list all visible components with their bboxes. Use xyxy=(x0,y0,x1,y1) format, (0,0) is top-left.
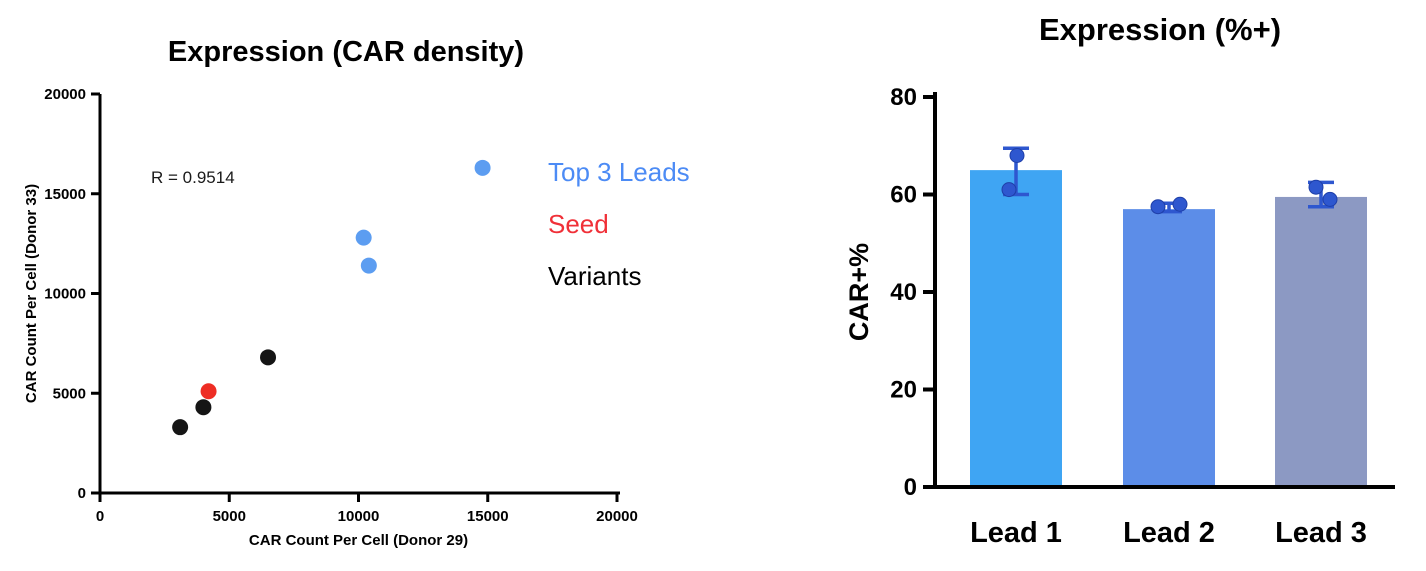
scatter-point-seed xyxy=(200,383,217,400)
scatter-y-tick-label: 10000 xyxy=(44,286,86,303)
scatter-point-variants xyxy=(172,419,189,436)
category-label-lead-1: Lead 1 xyxy=(970,517,1062,549)
scatter-plot: 0 5000 10000 15000 20000 0 5000 10000 15000 20000… xyxy=(23,86,638,549)
scatter-point-variants xyxy=(195,399,212,416)
scatter-x-tick-label: 15000 xyxy=(467,508,509,525)
replicate-dot-lead-2 xyxy=(1172,196,1188,212)
scatter-point-top-3-leads xyxy=(360,257,377,274)
scatter-y-axis-label: CAR Count Per Cell (Donor 33) xyxy=(23,184,40,403)
scatter-x-tick-label: 10000 xyxy=(338,508,380,525)
bar-y-tick-label: 20 xyxy=(890,377,917,404)
scatter-title: Expression (CAR density) xyxy=(167,36,525,68)
legend-item-top-3-leads: Top 3 Leads xyxy=(548,157,690,187)
replicate-dot-lead-3 xyxy=(1322,191,1338,207)
bar-chart: 0 20 40 60 80 CAR+% Lead 1 Lead 2 Lead 3 xyxy=(844,84,1395,549)
scatter-x-tick-label: 5000 xyxy=(213,508,246,525)
replicate-dot-lead-1 xyxy=(1009,148,1025,163)
bar-y-tick-label: 60 xyxy=(890,182,917,209)
bar-lead-1 xyxy=(970,170,1062,487)
scatter-x-tick-label: 0 xyxy=(96,508,104,525)
legend-item-variants: Variants xyxy=(548,261,642,291)
replicate-dot-lead-2 xyxy=(1150,199,1166,215)
bar-y-tick-label: 40 xyxy=(890,279,917,306)
bar-y-tick-label: 80 xyxy=(890,84,917,111)
category-label-lead-2: Lead 2 xyxy=(1123,517,1215,549)
category-label-lead-3: Lead 3 xyxy=(1275,517,1367,549)
scatter-point-top-3-leads xyxy=(474,159,491,176)
scatter-legend: Top 3 Leads Seed Variants xyxy=(548,158,690,291)
bar-y-tick-label: 0 xyxy=(904,474,917,501)
scatter-y-tick-label: 0 xyxy=(78,485,86,502)
replicate-dot-lead-3 xyxy=(1308,179,1324,195)
scatter-x-tick-label: 20000 xyxy=(596,508,638,525)
replicate-dot-lead-1 xyxy=(1001,182,1017,198)
scatter-y-tick-label: 20000 xyxy=(44,86,86,103)
bar-lead-3 xyxy=(1275,196,1367,487)
scatter-y-tick-label: 15000 xyxy=(44,186,86,203)
correlation-annotation: R = 0.9514 xyxy=(151,168,235,187)
bar-lead-2 xyxy=(1123,209,1215,487)
bar-title: Expression (%+) xyxy=(1038,12,1282,47)
legend-item-seed: Seed xyxy=(548,209,609,239)
scatter-point-top-3-leads xyxy=(355,229,372,246)
bar-y-axis-label: CAR+% xyxy=(844,243,874,341)
scatter-y-tick-label: 5000 xyxy=(53,385,86,402)
scatter-x-axis-label: CAR Count Per Cell (Donor 29) xyxy=(249,532,468,549)
scatter-point-variants xyxy=(260,349,277,366)
